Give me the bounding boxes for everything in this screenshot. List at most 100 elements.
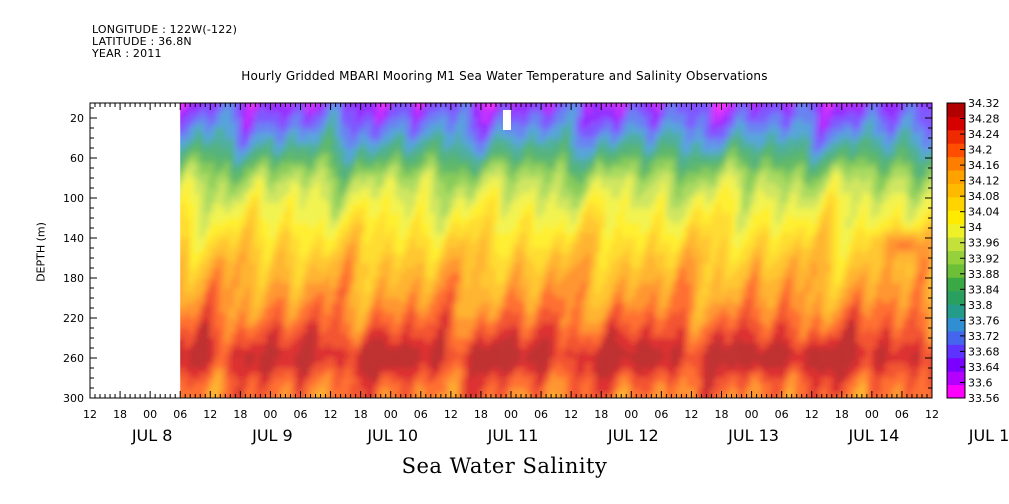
field-cell bbox=[375, 198, 380, 204]
field-cell bbox=[531, 343, 536, 349]
field-cell bbox=[345, 273, 350, 279]
field-cell bbox=[405, 353, 410, 359]
field-cell bbox=[495, 288, 500, 294]
field-cell bbox=[531, 118, 536, 124]
field-cell bbox=[200, 278, 205, 284]
field-cell bbox=[475, 183, 480, 189]
field-cell bbox=[340, 388, 345, 394]
field-cell bbox=[220, 203, 225, 209]
field-cell bbox=[500, 208, 505, 214]
field-cell bbox=[495, 203, 500, 209]
field-cell bbox=[420, 378, 425, 384]
field-cell bbox=[350, 178, 355, 184]
field-cell bbox=[551, 323, 556, 329]
field-cell bbox=[500, 103, 505, 109]
field-cell bbox=[556, 363, 561, 369]
field-cell bbox=[235, 138, 240, 144]
field-cell bbox=[245, 313, 250, 319]
field-cell bbox=[255, 333, 260, 339]
field-cell bbox=[450, 378, 455, 384]
field-cell bbox=[500, 138, 505, 144]
field-cell bbox=[511, 133, 515, 139]
field-cell bbox=[340, 383, 345, 389]
field-cell bbox=[475, 373, 480, 379]
field-cell bbox=[470, 388, 475, 394]
field-cell bbox=[346, 398, 350, 404]
field-cell bbox=[470, 283, 475, 289]
field-cell bbox=[566, 298, 571, 304]
field-cell bbox=[350, 343, 355, 349]
field-cell bbox=[561, 258, 566, 264]
field-cell bbox=[531, 308, 536, 314]
field-cell bbox=[475, 248, 480, 254]
field-cell bbox=[330, 113, 335, 119]
field-cell bbox=[390, 353, 395, 359]
field-cell bbox=[260, 363, 265, 369]
field-cell bbox=[470, 128, 475, 134]
field-cell bbox=[551, 263, 556, 269]
field-cell bbox=[210, 293, 215, 299]
field-cell bbox=[445, 383, 450, 389]
field-cell bbox=[435, 273, 440, 279]
field-cell bbox=[470, 203, 475, 209]
field-cell bbox=[325, 308, 330, 314]
field-cell bbox=[195, 258, 200, 264]
field-cell bbox=[400, 293, 405, 299]
field-cell bbox=[270, 343, 275, 349]
field-cell bbox=[185, 383, 190, 389]
field-cell bbox=[330, 243, 335, 249]
field-cell bbox=[495, 308, 500, 314]
field-cell bbox=[380, 393, 385, 398]
field-cell bbox=[255, 223, 260, 229]
field-cell bbox=[395, 193, 400, 199]
field-cell bbox=[551, 318, 556, 324]
field-cell bbox=[295, 343, 300, 349]
field-cell bbox=[315, 118, 320, 124]
field-cell bbox=[310, 108, 315, 114]
field-cell bbox=[235, 243, 240, 249]
field-cell bbox=[556, 188, 561, 194]
field-cell bbox=[521, 213, 526, 219]
field-cell bbox=[240, 228, 245, 234]
field-cell bbox=[571, 223, 576, 229]
field-cell bbox=[235, 338, 240, 344]
field-cell bbox=[505, 273, 510, 279]
field-cell bbox=[390, 123, 395, 129]
field-cell bbox=[566, 198, 571, 204]
field-cell bbox=[551, 358, 556, 364]
field-cell bbox=[455, 148, 460, 154]
field-cell bbox=[475, 263, 480, 269]
field-cell bbox=[345, 103, 350, 109]
field-cell bbox=[225, 258, 230, 264]
field-cell bbox=[230, 278, 235, 284]
field-cell bbox=[350, 113, 355, 119]
field-cell bbox=[420, 198, 425, 204]
field-cell bbox=[465, 233, 470, 239]
field-cell bbox=[375, 388, 380, 394]
field-cell bbox=[470, 198, 475, 204]
field-cell bbox=[240, 218, 245, 224]
field-cell bbox=[531, 368, 536, 374]
field-cell bbox=[200, 143, 205, 149]
field-cell bbox=[330, 278, 335, 284]
field-cell bbox=[521, 393, 526, 398]
field-cell bbox=[345, 218, 350, 224]
field-cell bbox=[355, 193, 360, 199]
field-cell bbox=[495, 353, 500, 359]
field-cell bbox=[445, 363, 450, 369]
field-cell bbox=[345, 233, 350, 239]
field-cell bbox=[425, 168, 430, 174]
field-cell bbox=[315, 288, 320, 294]
field-cell bbox=[315, 353, 320, 359]
field-cell bbox=[505, 343, 510, 349]
field-cell bbox=[475, 368, 480, 374]
field-cell bbox=[385, 363, 390, 369]
field-cell bbox=[185, 373, 190, 379]
field-cell bbox=[275, 338, 280, 344]
field-cell bbox=[355, 243, 360, 249]
field-cell bbox=[410, 268, 415, 274]
field-cell bbox=[425, 293, 430, 299]
field-cell bbox=[310, 333, 315, 339]
field-cell bbox=[475, 118, 480, 124]
field-cell bbox=[495, 113, 500, 119]
